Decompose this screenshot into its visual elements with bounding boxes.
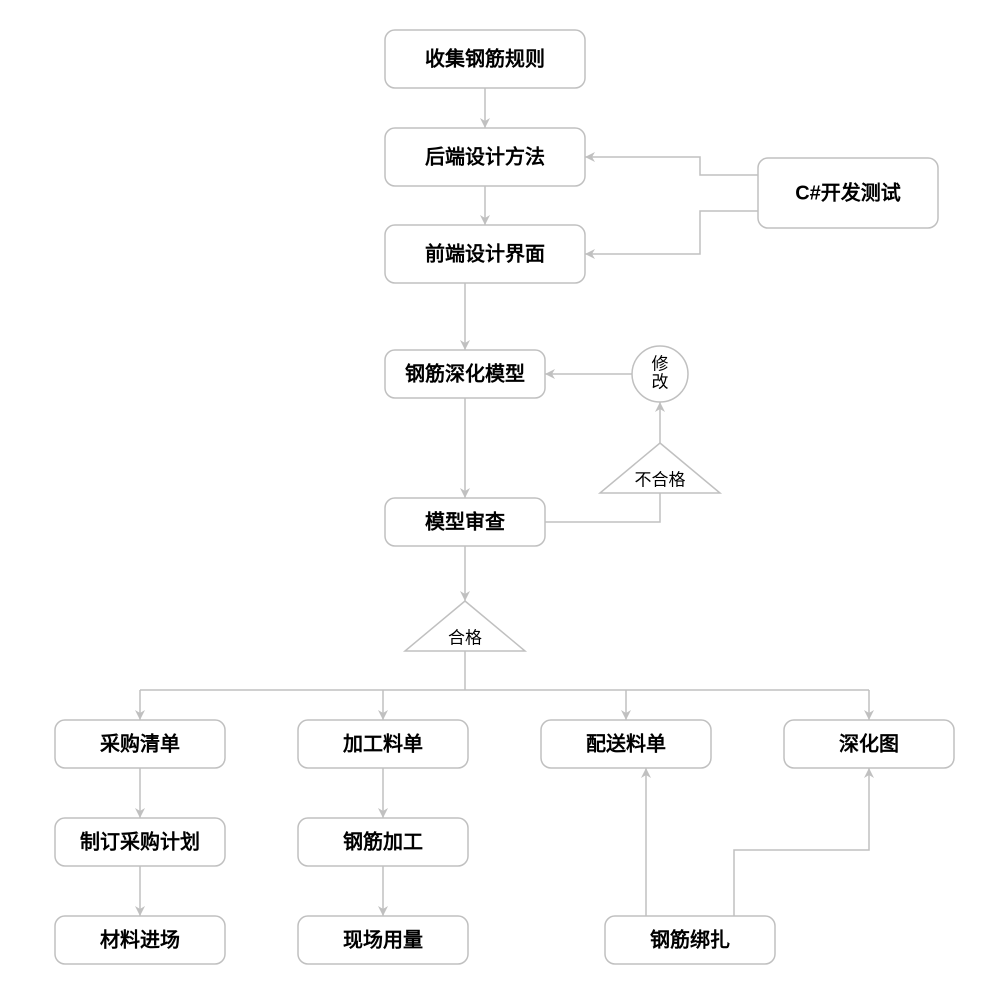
node-n9: 合格 [405, 601, 525, 651]
node-o1b: 制订采购计划 [55, 818, 225, 866]
node-o2c: 现场用量 [298, 916, 468, 964]
node-label: 模型审查 [425, 509, 505, 533]
node-o3a: 配送料单 [541, 720, 711, 768]
node-label: 深化图 [839, 731, 899, 755]
edge [585, 211, 758, 254]
flowchart-canvas: 收集钢筋规则后端设计方法前端设计界面 C#开发测试钢筋深化模型 修改不合格模型审查合… [0, 0, 991, 1000]
node-label: C#开发测试 [795, 180, 901, 204]
node-label: 后端设计方法 [425, 144, 545, 168]
node-label: 前端设计界面 [425, 241, 545, 265]
node-o1c: 材料进场 [55, 916, 225, 964]
node-label: 钢筋加工 [343, 829, 423, 853]
node-label: 钢筋深化模型 [405, 361, 525, 385]
node-n8: 模型审查 [385, 498, 545, 546]
node-label: 收集钢筋规则 [425, 46, 545, 70]
node-label: 采购清单 [100, 731, 180, 755]
node-o3b: 钢筋绑扎 [605, 916, 775, 964]
edge [545, 493, 660, 522]
node-label: 配送料单 [586, 731, 666, 755]
node-o1a: 采购清单 [55, 720, 225, 768]
node-label: 现场用量 [343, 928, 423, 951]
node-n6: 修改 [632, 346, 688, 402]
node-n7: 不合格 [600, 443, 720, 493]
node-label: 加工料单 [342, 731, 423, 755]
node-n2: 后端设计方法 [385, 128, 585, 186]
edge [734, 768, 869, 916]
node-label: 制订采购计划 [80, 829, 200, 853]
node-label: 合格 [448, 628, 482, 647]
edge [585, 157, 758, 175]
node-label: 改 [652, 372, 669, 391]
node-o2b: 钢筋加工 [298, 818, 468, 866]
node-label: 不合格 [635, 470, 686, 489]
nodes: 收集钢筋规则后端设计方法前端设计界面 C#开发测试钢筋深化模型 修改不合格模型审查合… [55, 30, 954, 964]
node-label: 材料进场 [100, 928, 180, 951]
node-n3: 前端设计界面 [385, 225, 585, 283]
node-label: 钢筋绑扎 [650, 927, 730, 951]
node-n1: 收集钢筋规则 [385, 30, 585, 88]
node-o4a: 深化图 [784, 720, 954, 768]
node-n4: C#开发测试 [758, 158, 938, 228]
node-n5: 钢筋深化模型 [385, 350, 545, 398]
node-o2a: 加工料单 [298, 720, 468, 768]
node-label: 修 [652, 354, 669, 373]
